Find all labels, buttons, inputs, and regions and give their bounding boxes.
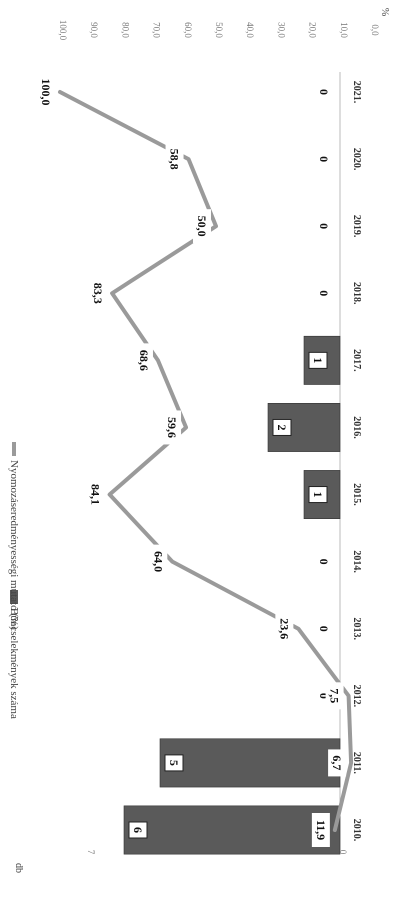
line-data-label: 6,7 [330,755,344,770]
right-axis-tick: 0,0 [370,24,380,36]
bar-data-label: 2 [275,424,289,430]
line-data-label: 50,0 [195,216,209,237]
bar [159,738,341,788]
category-label: 2018. [351,282,362,305]
bar-data-label: 1 [311,357,325,363]
right-axis-tick: 10,0 [339,22,349,38]
line-data-label: 83,3 [91,283,105,304]
line-label-box [163,410,182,445]
bar-data-label: 6 [131,827,145,833]
category-label: 2021. [351,81,362,104]
bar-label-box [164,754,184,772]
plot-area: 01234567db0,010,020,030,040,050,060,070,… [8,8,390,873]
bar-data-label: 0 [317,89,331,95]
bar-label-box [315,84,333,100]
bar-data-label: 0 [317,290,331,296]
bar-data-label: 5 [167,760,181,766]
category-label: 2010. [351,819,362,842]
bar-label-box [272,418,292,436]
line-data-label: 11,9 [314,820,328,840]
line-label-box [134,343,153,378]
bar-data-label: 0 [317,626,331,632]
line-data-label: 7,5 [328,688,342,703]
right-axis-tick: 80,0 [120,22,130,38]
category-label: 2020. [351,148,362,171]
category-label: 2015. [351,483,362,506]
category-label: 2013. [351,617,362,640]
line-label-box [86,477,105,512]
bar-data-label: 0 [317,693,331,699]
left-axis-tick: 7 [86,850,96,855]
bar-data-label: 0 [317,223,331,229]
category-label: 2017. [351,349,362,372]
line-data-label: 100,0 [39,79,53,106]
left-axis-unit: db [13,863,24,873]
line-data-label: 64,0 [151,551,165,572]
right-axis-tick: 90,0 [89,22,99,38]
line-label-box [89,276,108,311]
right-axis-tick: 30,0 [276,22,286,38]
bar-label-box [315,218,333,235]
right-axis-tick: 40,0 [245,22,255,38]
line-label-box [165,142,184,177]
line-data-label: 58,8 [168,149,182,170]
left-axis-tick: 0 [338,850,348,855]
line-label-box [193,209,211,244]
line-label-box [311,813,330,847]
line-label-box [328,749,347,777]
line-label-box [37,71,55,113]
line-series [58,90,354,832]
line-data-label: 68,6 [137,350,151,371]
bar-data-label: 1 [311,492,325,498]
bar-data-label: 0 [317,559,331,565]
right-axis-tick: 20,0 [308,22,318,38]
bar-label-box [315,620,333,637]
right-axis-tick: 60,0 [183,22,193,38]
bar-data-label: 0 [317,156,331,162]
line-label-box [325,682,344,710]
right-axis-tick: 70,0 [152,22,162,38]
bar-label-box [308,351,328,369]
legend-swatch-bars [10,590,18,604]
line-data-label: 59,6 [165,417,179,438]
line-data-label: 23,6 [277,618,291,639]
category-label: 2011. [351,752,362,774]
bar-label-box [315,285,333,302]
bar-label-box [308,486,328,504]
category-label: 2016. [351,416,362,439]
bar [123,805,341,855]
line-label-box [275,611,294,646]
legend-label-bars: Bűncselekmények száma [8,608,20,719]
category-label: 2014. [351,550,362,573]
right-axis-tick: 100,0 [58,20,68,41]
right-axis-unit: % [379,8,390,16]
line-label-box [149,544,168,579]
line-data-label: 84,1 [89,484,103,505]
bar-label-box [128,821,148,839]
category-label: 2012. [351,685,362,708]
bar-label-box [315,151,333,168]
legend-label-line: Nyomozáseredményességi mutató (%) [8,460,20,630]
right-axis-tick: 50,0 [214,22,224,38]
bar-label-box [315,553,333,570]
category-label: 2019. [351,215,362,238]
